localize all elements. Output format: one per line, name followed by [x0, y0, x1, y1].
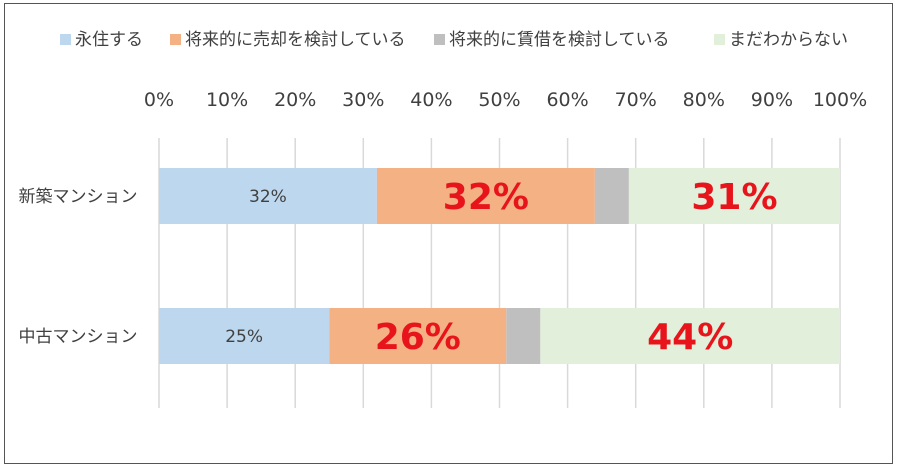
bar-segment	[540, 308, 840, 364]
legend-label: まだわからない	[729, 30, 848, 50]
legend-label: 将来的に売却を検討している	[185, 30, 406, 50]
chart-frame	[4, 3, 893, 464]
legend-label: 永住する	[75, 30, 143, 50]
legend-swatch	[714, 34, 725, 45]
bar-segment	[376, 168, 595, 224]
data-label: 25%	[225, 327, 263, 347]
x-axis-ticks: 0% 10% 20% 30% 40% 50% 60% 70% 80% 90% 100%	[144, 89, 867, 111]
legend-swatch	[170, 34, 181, 45]
data-label: 26%	[375, 317, 461, 358]
tick-label: 20%	[274, 89, 316, 111]
bar-segment	[329, 308, 507, 364]
data-label: 32%	[249, 187, 287, 207]
tick-label: 80%	[683, 89, 725, 111]
bar-segment	[159, 308, 330, 364]
category-label: 中古マンション	[19, 327, 138, 347]
tick-label: 70%	[615, 89, 657, 111]
data-label: 44%	[647, 317, 733, 358]
bar-segment	[159, 168, 377, 224]
tick-label: 30%	[342, 89, 384, 111]
tick-label: 0%	[144, 89, 174, 111]
legend-swatch	[434, 34, 445, 45]
bars: 32% 32% 31% 25% 26% 44%	[159, 168, 840, 364]
bar-segment	[506, 308, 541, 364]
legend: 永住する 将来的に売却を検討している 将来的に賃借を検討している まだわからない	[60, 30, 848, 50]
tick-label: 10%	[206, 89, 248, 111]
tick-label: 50%	[478, 89, 520, 111]
data-label: 31%	[691, 177, 777, 218]
tick-label: 90%	[751, 89, 793, 111]
data-label: 32%	[443, 177, 529, 218]
tick-label: 100%	[813, 89, 867, 111]
legend-swatch	[60, 34, 71, 45]
legend-label: 将来的に賃借を検討している	[449, 30, 670, 50]
tick-label: 40%	[410, 89, 452, 111]
tick-label: 60%	[546, 89, 588, 111]
bar-segment	[594, 168, 629, 224]
bar-segment	[628, 168, 840, 224]
category-label: 新築マンション	[19, 187, 138, 207]
